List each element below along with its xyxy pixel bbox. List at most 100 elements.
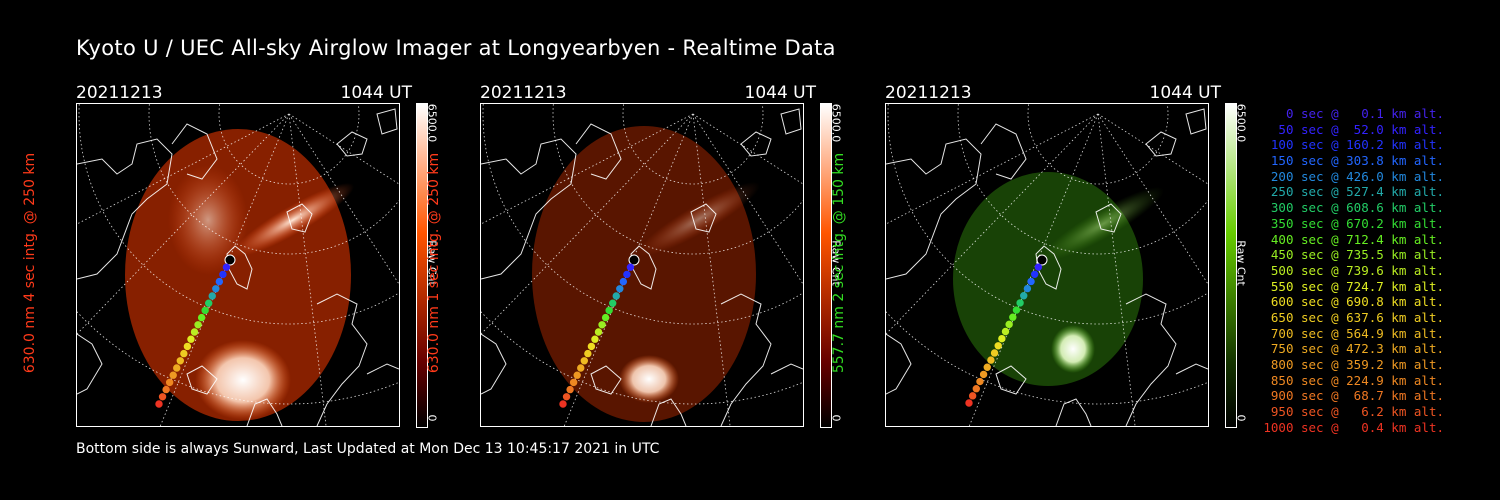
trajectory-point <box>180 349 188 358</box>
trajectory-point <box>587 342 596 351</box>
trajectory-point <box>183 342 192 351</box>
legend-item: 0 sec @ 0.1 km alt. <box>1263 106 1444 121</box>
aurora-arc <box>1041 186 1165 262</box>
legend-item: 100 sec @ 160.2 km alt. <box>1263 137 1444 153</box>
colorbar <box>416 103 428 428</box>
trajectory-point <box>1031 270 1039 279</box>
trajectory-point <box>1020 292 1028 300</box>
sunward-glow <box>1051 325 1095 373</box>
legend-item: 800 sec @ 359.2 km alt. <box>1263 357 1444 372</box>
panel-ylabel: 557.7 nm 2 sec intg. @ 150 km <box>831 152 847 374</box>
coastlines <box>481 108 803 426</box>
trajectory-point <box>972 385 981 393</box>
trajectory-point <box>215 277 224 286</box>
legend-item: 200 sec @ 426.0 km alt. <box>1263 168 1444 184</box>
coastlines <box>77 108 399 426</box>
trajectory-point <box>222 263 231 271</box>
colorbar-max-label: 6500.0 <box>425 103 439 143</box>
allsky-image <box>885 103 1209 427</box>
rocket-trajectory <box>965 254 1048 407</box>
trajectory-point <box>623 270 631 279</box>
colorbar-unit-label: Raw Cnt <box>1234 240 1248 286</box>
trajectory-point <box>584 349 592 358</box>
panel-time: 1044 UT <box>340 83 413 103</box>
trajectory-point <box>1012 306 1021 314</box>
trajectory-point <box>626 263 635 271</box>
trajectory-point <box>197 313 206 322</box>
trajectory-point <box>609 299 617 307</box>
panel-time: 1044 UT <box>1149 83 1222 103</box>
colorbar <box>820 103 832 428</box>
trajectory-point <box>591 335 599 343</box>
trajectory-point <box>573 371 581 379</box>
trajectory-point <box>1023 284 1032 293</box>
trajectory-point <box>598 321 606 329</box>
footer-note: Bottom side is always Sunward, Last Upda… <box>76 441 660 457</box>
trajectory-point <box>169 371 177 379</box>
trajectory-point <box>219 270 227 279</box>
legend-item: 700 sec @ 564.9 km alt. <box>1263 325 1444 341</box>
legend-item: 150 sec @ 303.8 km alt. <box>1263 153 1444 169</box>
airglow-panel-630nm-4sec: 20211213 1044 UT 630.0 nm 4 sec intg. @ … <box>22 83 456 433</box>
legend-item: 900 sec @ 68.7 km alt. <box>1263 388 1444 404</box>
trajectory-point <box>165 378 174 387</box>
colorbar-min-label: 0 <box>1234 414 1248 422</box>
trajectory-legend: 0 sec @ 0.1 km alt. 50 sec @ 52.0 km alt… <box>1262 106 1444 435</box>
colorbar-max-label: 6500.0 <box>829 103 843 143</box>
trajectory-point <box>1034 263 1043 271</box>
legend-item: 950 sec @ 6.2 km alt. <box>1263 404 1444 420</box>
trajectory-point <box>1027 277 1035 286</box>
panel-date: 20211213 <box>885 83 972 103</box>
trajectory-point <box>158 393 167 401</box>
trajectory-point <box>605 306 613 315</box>
coastlines <box>886 108 1208 426</box>
trajectory-point <box>569 378 578 387</box>
colorbar-min-label: 0 <box>829 414 843 422</box>
colorbar <box>1225 103 1237 428</box>
trajectory-point <box>612 292 620 300</box>
trajectory-point <box>212 285 220 293</box>
legend-item: 50 sec @ 52.0 km alt. <box>1263 121 1444 137</box>
trajectory-point <box>965 399 973 407</box>
trajectory-point <box>577 364 585 372</box>
rocket-trajectory <box>155 254 236 408</box>
legend-item: 350 sec @ 670.2 km alt. <box>1263 215 1444 231</box>
legend-item: 300 sec @ 608.6 km alt. <box>1263 200 1444 216</box>
trajectory-point <box>201 306 209 315</box>
legend-item: 850 sec @ 224.9 km alt. <box>1263 372 1444 388</box>
colorbar-min-label: 0 <box>425 414 439 422</box>
panel-date: 20211213 <box>480 83 567 103</box>
trajectory-point <box>628 254 640 266</box>
trajectory-point <box>194 321 202 329</box>
trajectory-point <box>562 393 571 401</box>
trajectory-point <box>1005 320 1013 329</box>
trajectory-point <box>979 370 988 379</box>
trajectory-point <box>994 342 1002 350</box>
legend-item: 250 sec @ 527.4 km alt. <box>1263 184 1444 200</box>
legend-item: 450 sec @ 735.5 km alt. <box>1263 247 1444 263</box>
panel-date: 20211213 <box>76 83 163 103</box>
panel-time: 1044 UT <box>744 83 817 103</box>
trajectory-point <box>1036 254 1048 266</box>
trajectory-point <box>1016 299 1024 307</box>
trajectory-point <box>187 335 195 343</box>
trajectory-point <box>173 364 181 372</box>
legend-item: 600 sec @ 690.8 km alt. <box>1263 294 1444 310</box>
trajectory-point <box>968 392 977 400</box>
trajectory-point <box>208 292 216 300</box>
legend-item: 650 sec @ 637.6 km alt. <box>1263 309 1444 325</box>
legend-item: 750 sec @ 472.3 km alt. <box>1263 341 1444 357</box>
trajectory-point <box>224 254 236 266</box>
trajectory-point <box>580 357 589 365</box>
trajectory-point <box>176 357 185 365</box>
trajectory-point <box>976 377 984 386</box>
page-title: Kyoto U / UEC All-sky Airglow Imager at … <box>76 36 836 60</box>
sunward-glow <box>195 340 291 420</box>
trajectory-point <box>155 400 163 408</box>
trajectory-point <box>566 385 574 394</box>
panel-ylabel: 630.0 nm 4 sec intg. @ 250 km <box>22 152 38 374</box>
trajectory-point <box>998 334 1006 343</box>
rocket-trajectory <box>559 254 640 408</box>
trajectory-point <box>616 285 624 293</box>
allsky-image <box>76 103 400 427</box>
